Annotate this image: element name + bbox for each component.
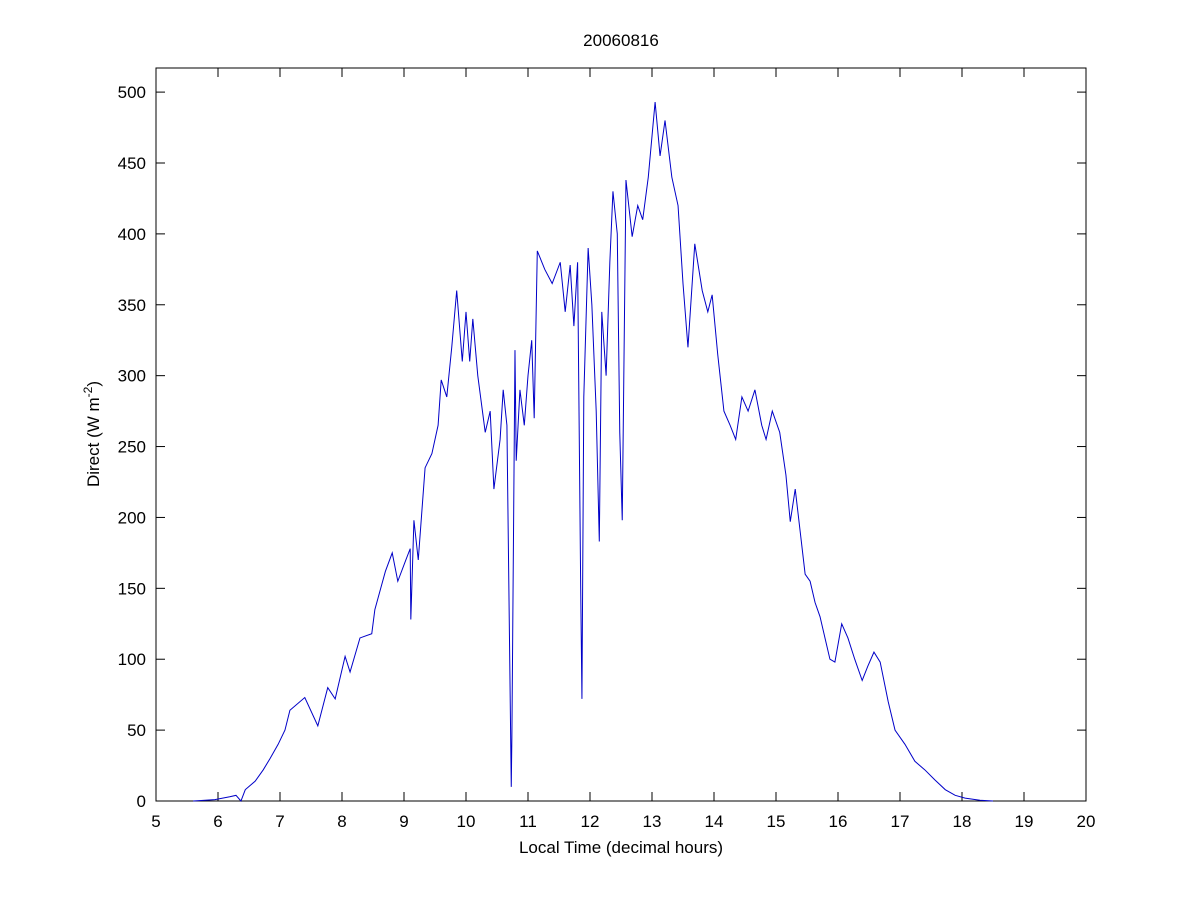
- y-axis-label: Direct (W m-2): [81, 381, 103, 487]
- plot-frame: [155, 67, 1087, 802]
- y-tick-label: 200: [118, 508, 146, 527]
- x-tick-label: 19: [1015, 812, 1034, 831]
- y-label-text: Direct (W m: [84, 397, 103, 487]
- x-axis-label: Local Time (decimal hours): [519, 838, 723, 857]
- y-tick-label: 0: [137, 792, 146, 811]
- x-tick-label: 10: [457, 812, 476, 831]
- y-label-end: ): [84, 381, 103, 387]
- chart-title: 20060816: [583, 31, 659, 50]
- data-line: [193, 101, 994, 802]
- x-tick-label: 5: [151, 812, 160, 831]
- x-tick-label: 12: [581, 812, 600, 831]
- x-tick-label: 7: [275, 812, 284, 831]
- y-tick-label: 300: [118, 367, 146, 386]
- x-tick-label: 13: [643, 812, 662, 831]
- x-tick-label: 16: [829, 812, 848, 831]
- x-tick-label: 9: [399, 812, 408, 831]
- x-tick-label: 15: [767, 812, 786, 831]
- y-tick-label: 100: [118, 650, 146, 669]
- x-tick-label: 17: [891, 812, 910, 831]
- x-tick-label: 20: [1077, 812, 1096, 831]
- x-tick-label: 8: [337, 812, 346, 831]
- x-tick-label: 18: [953, 812, 972, 831]
- y-tick-label: 400: [118, 225, 146, 244]
- y-tick-label: 350: [118, 296, 146, 315]
- y-tick-label: 450: [118, 154, 146, 173]
- y-tick-label: 250: [118, 438, 146, 457]
- x-tick-label: 11: [519, 812, 537, 831]
- y-label-sup: -2: [81, 386, 95, 397]
- x-tick-label: 14: [705, 812, 724, 831]
- y-tick-label: 500: [118, 83, 146, 102]
- x-tick-label: 6: [213, 812, 222, 831]
- y-tick-label: 50: [127, 721, 146, 740]
- y-tick-label: 150: [118, 579, 146, 598]
